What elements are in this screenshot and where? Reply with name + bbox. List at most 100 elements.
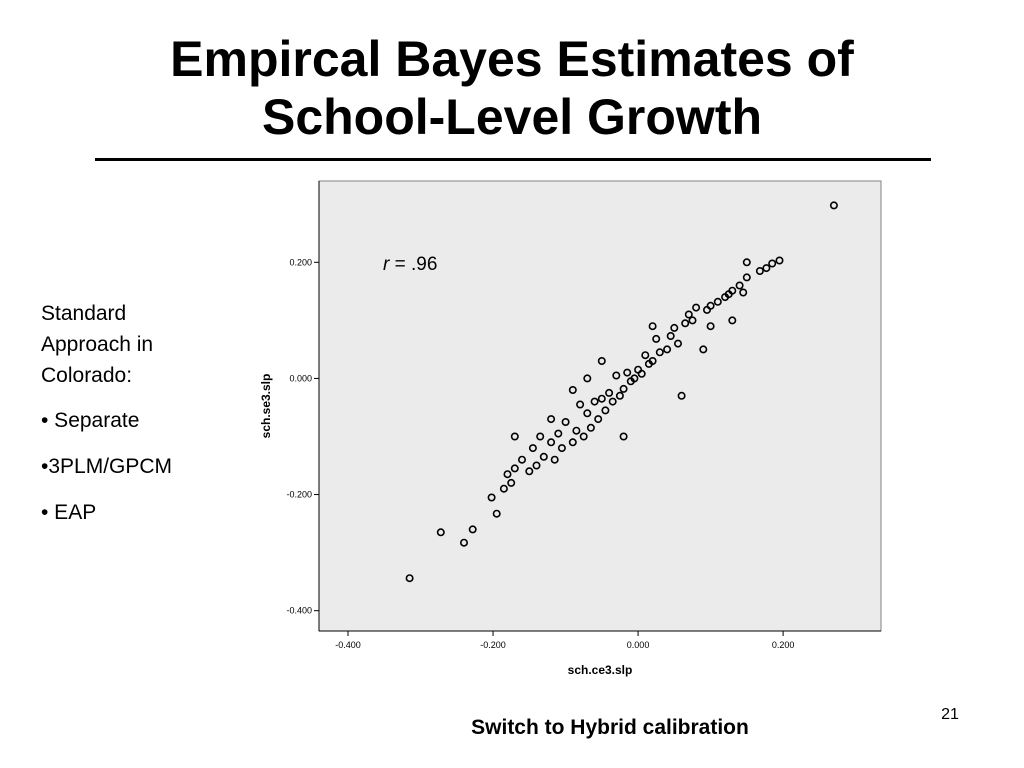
x-tick-label: 0.200 bbox=[772, 640, 795, 650]
scatter-point bbox=[742, 273, 751, 282]
scatter-point bbox=[547, 438, 556, 447]
side-notes: Standard Approach in Colorado: • Separat… bbox=[41, 298, 216, 543]
x-tick-label: 0.000 bbox=[627, 640, 650, 650]
scatter-point bbox=[503, 470, 512, 479]
scatter-point bbox=[677, 391, 686, 400]
scatter-point bbox=[688, 316, 697, 325]
scatter-point bbox=[468, 525, 477, 534]
x-axis-title: sch.ce3.slp bbox=[568, 663, 633, 677]
x-axis: -0.400 -0.200 0.000 0.200 bbox=[319, 630, 881, 650]
plot-area bbox=[318, 180, 882, 632]
scatter-point bbox=[762, 264, 771, 273]
scatter-point bbox=[487, 493, 496, 502]
scatter-point bbox=[681, 319, 690, 328]
scatter-point bbox=[539, 452, 548, 461]
scatter-point bbox=[634, 365, 643, 374]
scatter-point bbox=[605, 388, 614, 397]
y-tick-label: 0.000 bbox=[289, 373, 312, 383]
scatter-point bbox=[652, 334, 661, 343]
notes-bullet: • Separate bbox=[41, 409, 140, 432]
scatter-point bbox=[492, 509, 501, 518]
scatter-point bbox=[528, 444, 537, 453]
scatter-point bbox=[699, 345, 708, 354]
scatter-point bbox=[532, 461, 541, 470]
scatter-point bbox=[594, 415, 603, 424]
scatter-point bbox=[721, 293, 730, 302]
notes-heading: Standard Approach in Colorado: bbox=[41, 302, 154, 387]
notes-bullet: •3PLM/GPCM bbox=[41, 455, 173, 478]
y-tick-label: -0.400 bbox=[286, 606, 312, 616]
y-axis: -0.400 -0.200 0.000 0.200 bbox=[286, 181, 320, 631]
scatter-point bbox=[706, 322, 715, 331]
scatter-point bbox=[601, 406, 610, 415]
correlation-symbol: r bbox=[383, 254, 390, 275]
scatter-point bbox=[536, 432, 545, 441]
scatter-point bbox=[459, 538, 468, 547]
scatter-point bbox=[670, 323, 679, 332]
scatter-point bbox=[550, 455, 559, 464]
scatter-point bbox=[648, 322, 657, 331]
scatter-point bbox=[568, 385, 577, 394]
scatter-point bbox=[755, 266, 764, 275]
scatter-point bbox=[739, 288, 748, 297]
scatter-point bbox=[768, 259, 777, 268]
y-tick-label: -0.200 bbox=[286, 490, 312, 500]
scatter-point bbox=[597, 356, 606, 365]
scatter-point bbox=[561, 417, 570, 426]
scatter-point bbox=[619, 432, 628, 441]
scatter-point bbox=[673, 339, 682, 348]
points-layer bbox=[405, 201, 838, 583]
scatter-point bbox=[568, 438, 577, 447]
y-axis-title: sch.se3.slp bbox=[259, 374, 273, 439]
scatter-point bbox=[728, 316, 737, 325]
scatter-point bbox=[525, 467, 534, 476]
scatter-point bbox=[590, 397, 599, 406]
scatter-point bbox=[579, 432, 588, 441]
scatter-point bbox=[554, 429, 563, 438]
scatter-point bbox=[583, 409, 592, 418]
scatter-point bbox=[735, 281, 744, 290]
x-tick-label: -0.200 bbox=[480, 640, 506, 650]
scatter-point bbox=[608, 397, 617, 406]
scatter-point bbox=[702, 305, 711, 314]
x-tick-label: -0.400 bbox=[335, 640, 361, 650]
scatter-point bbox=[692, 303, 701, 312]
scatter-point bbox=[742, 258, 751, 267]
scatter-point bbox=[619, 384, 628, 393]
scatter-point bbox=[517, 455, 526, 464]
notes-bullet-list: • Separate •3PLM/GPCM • EAP bbox=[41, 405, 216, 528]
correlation-value: = .96 bbox=[389, 254, 437, 275]
y-tick-label: 0.200 bbox=[289, 257, 312, 267]
scatter-point bbox=[684, 310, 693, 319]
scatter-point bbox=[583, 374, 592, 383]
scatter-point bbox=[405, 574, 414, 583]
scatter-point bbox=[586, 423, 595, 432]
scatter-point bbox=[666, 331, 675, 340]
scatter-point bbox=[510, 464, 519, 473]
scatter-point bbox=[507, 478, 516, 487]
scatter-point bbox=[641, 351, 650, 360]
scatter-point bbox=[829, 201, 838, 210]
scatter-point bbox=[510, 432, 519, 441]
scatter-point bbox=[436, 528, 445, 537]
scatter-point bbox=[572, 426, 581, 435]
notes-bullet: • EAP bbox=[41, 501, 97, 524]
slide-title: Empircal Bayes Estimates of School-Level… bbox=[60, 30, 964, 146]
slide-title-line-2: School-Level Growth bbox=[261, 89, 763, 145]
slide-title-line-1: Empircal Bayes Estimates of bbox=[170, 31, 854, 87]
scatter-point bbox=[547, 415, 556, 424]
scatter-point bbox=[626, 377, 635, 386]
scatter-point bbox=[576, 400, 585, 409]
scatter-point bbox=[775, 256, 784, 265]
scatter-point bbox=[713, 297, 722, 306]
footer-note: Switch to Hybrid calibration bbox=[471, 716, 749, 739]
scatter-point bbox=[557, 444, 566, 453]
scatter-point bbox=[655, 348, 664, 357]
scatter-point bbox=[499, 484, 508, 493]
correlation-annotation: r = .96 bbox=[383, 254, 437, 275]
slide-number: 21 bbox=[941, 706, 959, 723]
scatter-point bbox=[615, 391, 624, 400]
scatter-point bbox=[644, 359, 653, 368]
scatter-point bbox=[612, 371, 621, 380]
